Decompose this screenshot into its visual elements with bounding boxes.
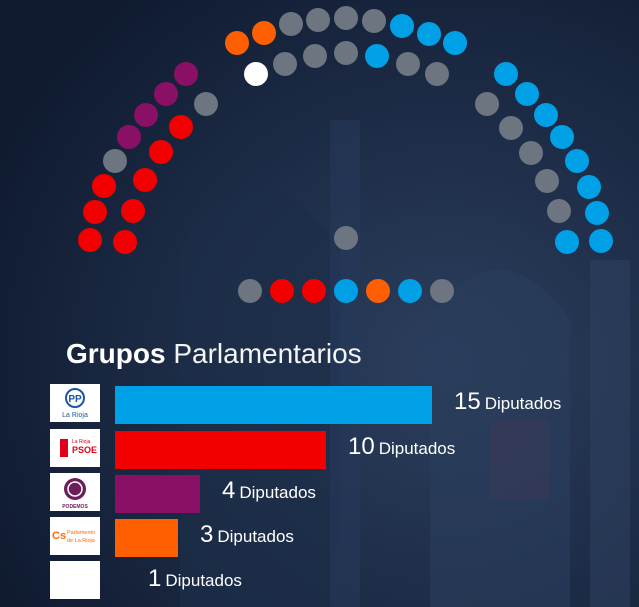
seat bbox=[362, 9, 386, 33]
seat bbox=[279, 12, 303, 36]
party-logo: La Rioja PSOE bbox=[50, 429, 100, 467]
count-number: 3 bbox=[200, 521, 214, 548]
svg-text:PODEMOS: PODEMOS bbox=[62, 504, 88, 510]
seat bbox=[365, 44, 389, 68]
seat bbox=[113, 230, 137, 254]
group-bar bbox=[115, 563, 136, 601]
seat bbox=[396, 52, 420, 76]
count-unit: Diputados bbox=[217, 527, 294, 546]
group-bar bbox=[115, 475, 200, 513]
seat bbox=[475, 92, 499, 116]
seat bbox=[430, 279, 454, 303]
count-unit: Diputados bbox=[165, 571, 242, 590]
seat bbox=[174, 62, 198, 86]
title-bold: Grupos bbox=[66, 338, 166, 369]
count-unit: Diputados bbox=[484, 394, 562, 413]
party-logo: PP La Rioja bbox=[50, 384, 100, 422]
svg-text:Parlamento: Parlamento bbox=[67, 530, 95, 536]
group-bar bbox=[115, 386, 432, 424]
seat bbox=[238, 279, 262, 303]
seat bbox=[534, 103, 558, 127]
svg-text:La Rioja: La Rioja bbox=[62, 412, 88, 419]
seat bbox=[252, 21, 276, 45]
count-unit: Diputados bbox=[239, 483, 316, 502]
seat bbox=[302, 279, 326, 303]
count-unit: Diputados bbox=[378, 439, 456, 458]
count-number: 15 bbox=[454, 388, 481, 415]
seat bbox=[589, 229, 613, 253]
svg-text:Cs: Cs bbox=[52, 530, 66, 542]
parliament-seat-chart bbox=[78, 6, 613, 303]
seat bbox=[547, 199, 571, 223]
seat bbox=[334, 6, 358, 30]
seat bbox=[121, 199, 145, 223]
seat bbox=[390, 14, 414, 38]
group-count: 10 Diputados bbox=[348, 433, 455, 461]
svg-text:La Rioja: La Rioja bbox=[72, 439, 91, 445]
title-light: Parlamentarios bbox=[173, 338, 362, 369]
seat bbox=[194, 92, 218, 116]
seat bbox=[443, 31, 467, 55]
seat bbox=[303, 44, 327, 68]
seat bbox=[154, 82, 178, 106]
seat bbox=[306, 8, 330, 32]
group-count: 4 Diputados bbox=[222, 477, 316, 505]
group-row: Cs Parlamento de La Rioja 3 Diputados bbox=[50, 517, 639, 557]
cs-logo-icon: Cs Parlamento de La Rioja bbox=[52, 530, 96, 544]
seat bbox=[565, 149, 589, 173]
count-number: 1 bbox=[148, 565, 162, 592]
group-count: 3 Diputados bbox=[200, 521, 294, 549]
seat bbox=[577, 175, 601, 199]
seat bbox=[149, 140, 173, 164]
group-row: La Rioja PSOE 10 Diputados bbox=[50, 429, 639, 469]
seat bbox=[499, 116, 523, 140]
group-count: 1 Diputados bbox=[148, 565, 242, 593]
seat bbox=[585, 201, 609, 225]
seat bbox=[417, 22, 441, 46]
party-logo: PODEMOS bbox=[50, 473, 100, 511]
group-bar bbox=[115, 519, 178, 557]
svg-text:PSOE: PSOE bbox=[72, 445, 97, 455]
party-logo: Cs Parlamento de La Rioja bbox=[50, 517, 100, 555]
seat bbox=[133, 168, 157, 192]
seat bbox=[535, 169, 559, 193]
seat bbox=[78, 228, 102, 252]
seat bbox=[103, 149, 127, 173]
seat bbox=[334, 279, 358, 303]
seat bbox=[92, 174, 116, 198]
seat bbox=[494, 62, 518, 86]
seat bbox=[225, 31, 249, 55]
seat bbox=[398, 279, 422, 303]
seat bbox=[366, 279, 390, 303]
seat bbox=[550, 125, 574, 149]
svg-text:PP: PP bbox=[68, 394, 82, 405]
group-row: PODEMOS 4 Diputados bbox=[50, 473, 639, 513]
group-bar bbox=[115, 431, 326, 469]
seat bbox=[515, 82, 539, 106]
seat bbox=[83, 200, 107, 224]
seat bbox=[334, 41, 358, 65]
podemos-logo-icon: PODEMOS bbox=[62, 478, 88, 510]
count-number: 4 bbox=[222, 477, 236, 504]
seat bbox=[270, 279, 294, 303]
seat bbox=[555, 230, 579, 254]
group-count: 15 Diputados bbox=[454, 388, 561, 416]
group-row: 1 Diputados bbox=[50, 561, 639, 599]
group-row: PP La Rioja 15 Diputados bbox=[50, 384, 639, 424]
seat bbox=[169, 115, 193, 139]
seat bbox=[519, 141, 543, 165]
count-number: 10 bbox=[348, 433, 375, 460]
seat bbox=[334, 226, 358, 250]
svg-text:de La Rioja: de La Rioja bbox=[67, 538, 96, 544]
seat bbox=[273, 52, 297, 76]
seat bbox=[134, 103, 158, 127]
seat bbox=[117, 125, 141, 149]
seat bbox=[244, 62, 268, 86]
seat bbox=[425, 62, 449, 86]
pp-logo-icon: PP La Rioja bbox=[62, 388, 88, 419]
page-title: Grupos Parlamentarios bbox=[66, 338, 362, 370]
party-logo bbox=[50, 561, 100, 599]
